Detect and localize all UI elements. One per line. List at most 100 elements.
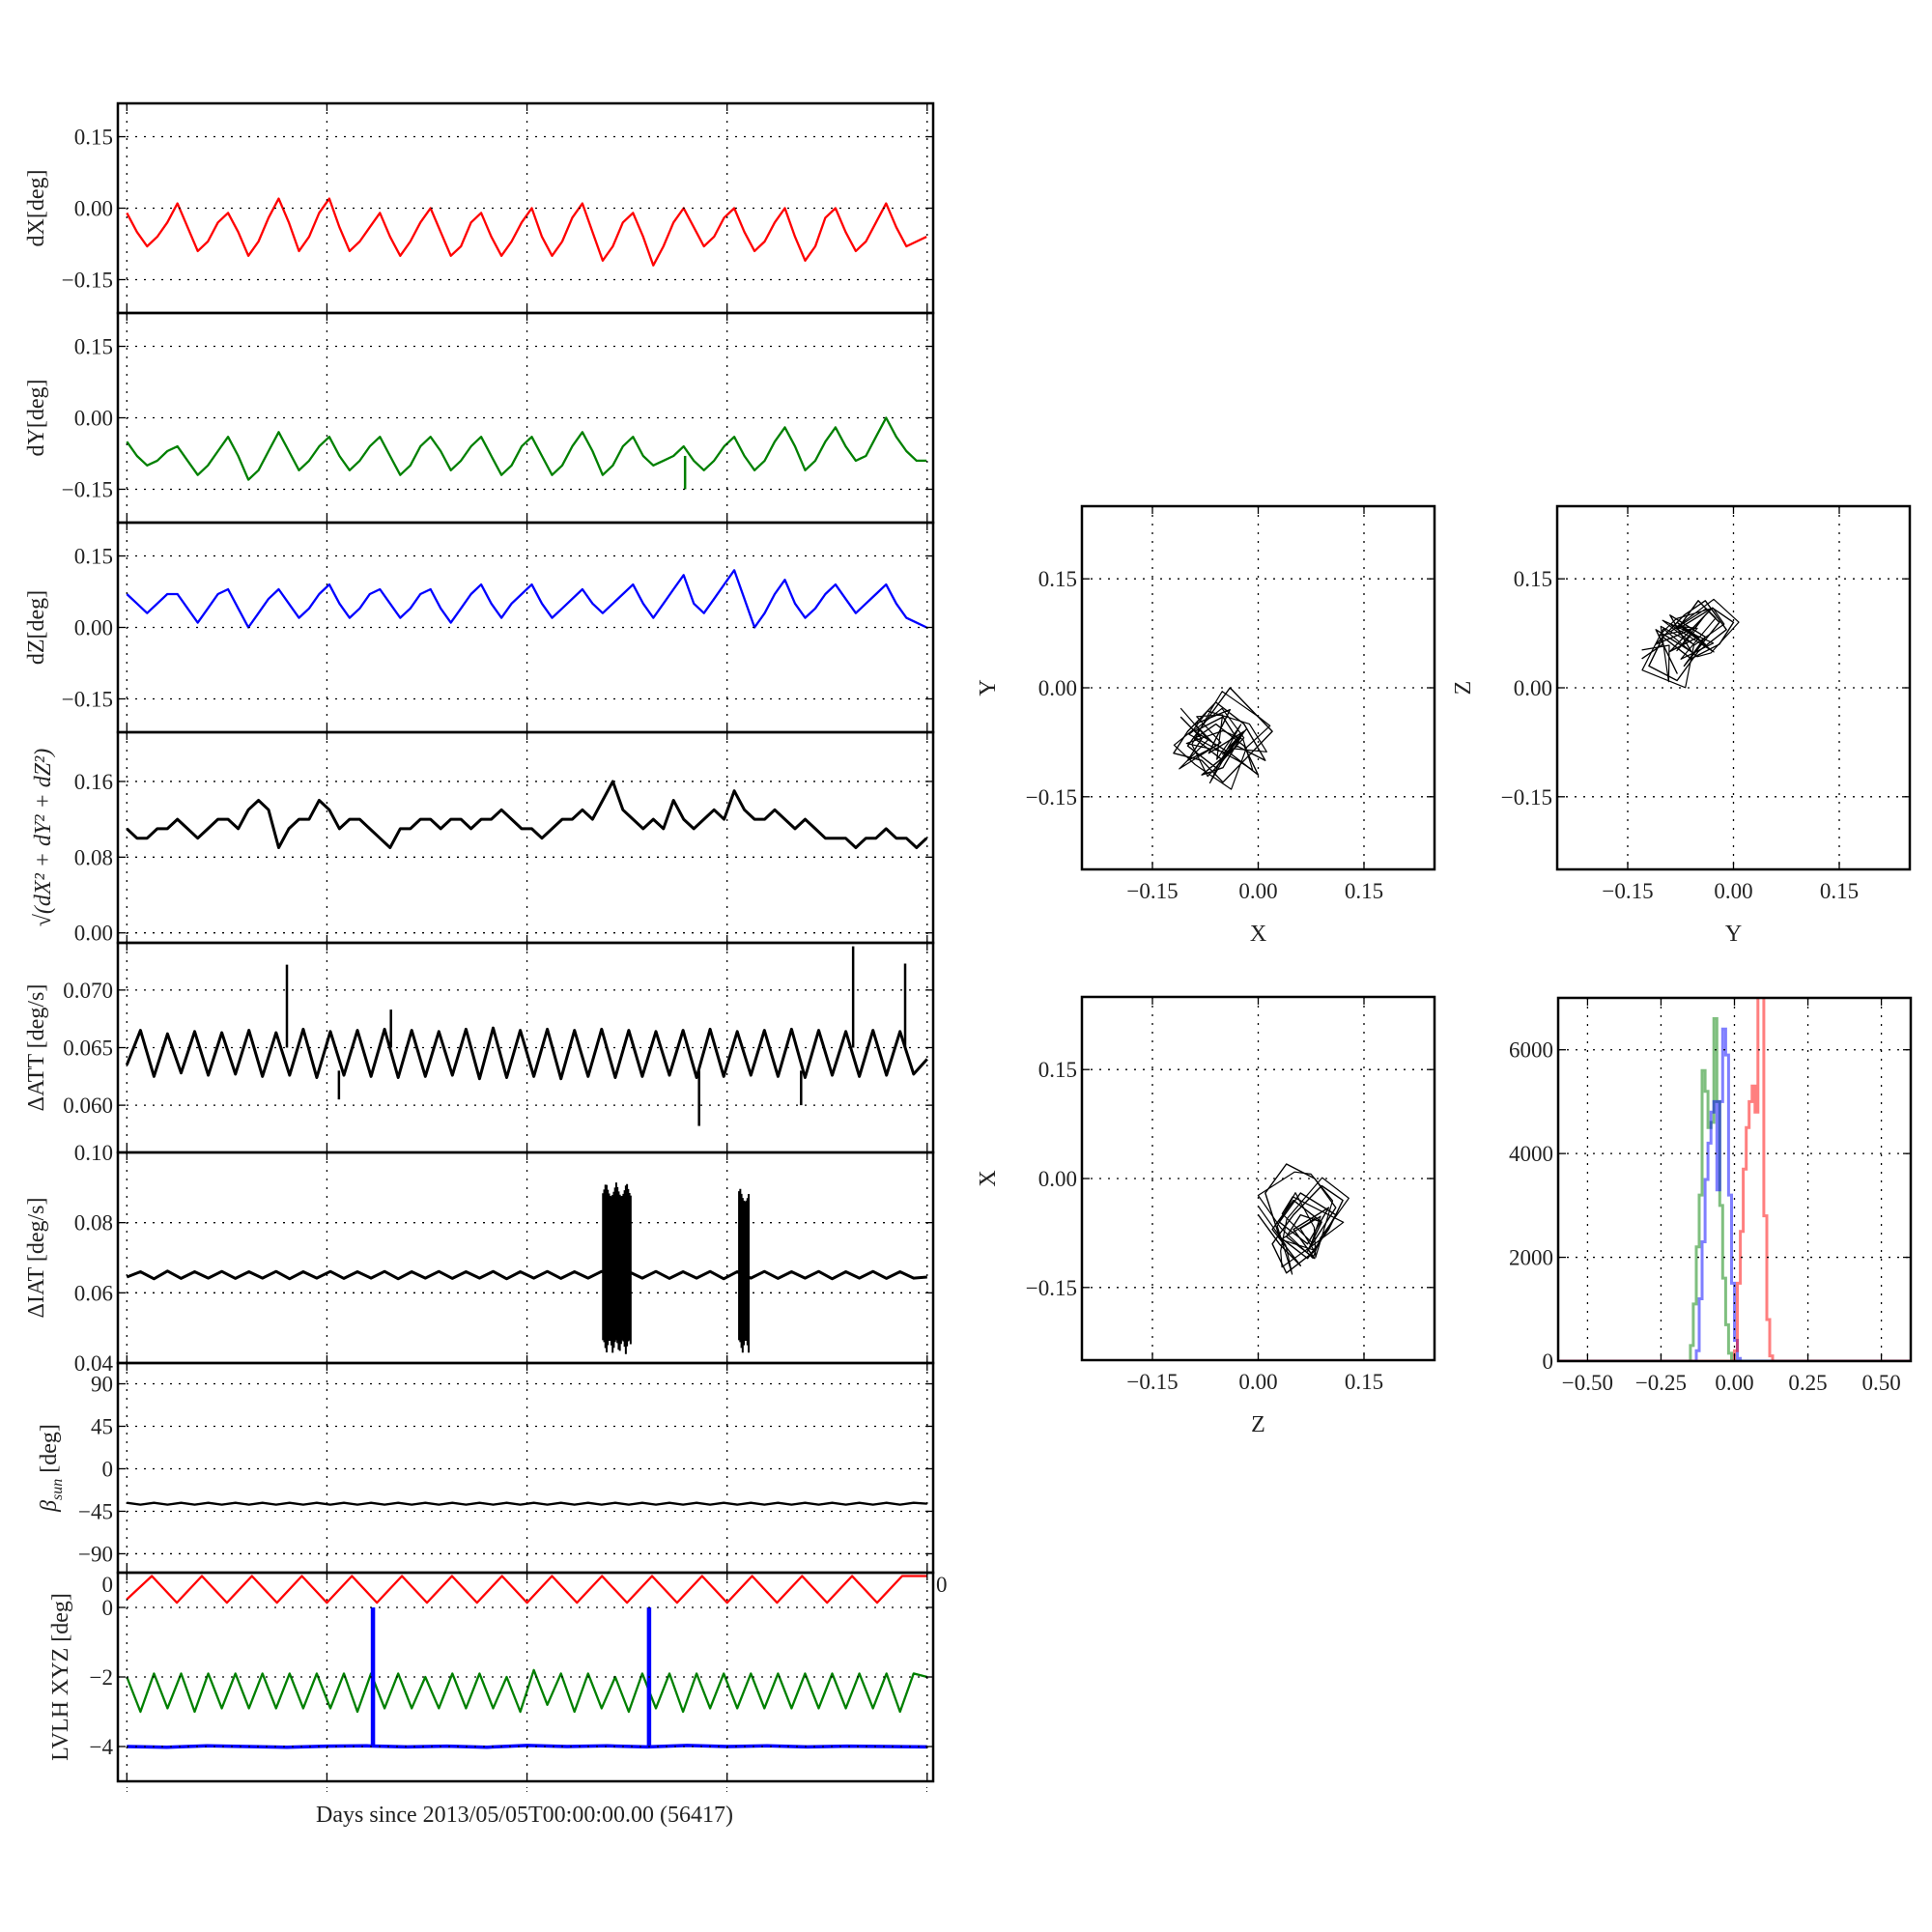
- trajectory-line: [1257, 1163, 1344, 1274]
- y-axis-label: dY[deg]: [24, 380, 49, 457]
- zx-scatter-plot-area: [1257, 1163, 1350, 1275]
- y-tick-label: 0.15: [1038, 1058, 1077, 1082]
- histogram-plot-area: [1558, 998, 1911, 1361]
- y-tick-label: −0.15: [1026, 1276, 1077, 1300]
- axes-frame: [1556, 996, 1913, 1363]
- y-tick-label: 0: [1543, 1350, 1554, 1374]
- y-tick-label: 0.00: [74, 407, 113, 431]
- y-axis-label: LVLH XYZ [deg]: [48, 1593, 73, 1761]
- dz-plot-area: [126, 569, 927, 629]
- x-tick-label: 0.00: [1714, 879, 1752, 903]
- y-tick-label: 0.15: [1514, 567, 1552, 591]
- x-tick-label: 0.50: [1861, 1371, 1900, 1395]
- x-tick-label: 0.15: [1345, 1370, 1383, 1394]
- yz-scatter-plot-area: [1641, 598, 1740, 689]
- x-tick-label: 0.00: [1238, 879, 1277, 903]
- y-tick-label: 0.060: [63, 1094, 113, 1118]
- y-axis-label: ΔIAT [deg/s]: [24, 1198, 49, 1319]
- norm-axes: 0.16 0.08 0.00 √(dX² + dY² + dZ²): [31, 730, 935, 946]
- x-axis-label: X: [1250, 922, 1266, 947]
- iat-plot-area: [126, 1182, 927, 1354]
- axes-frame: [116, 1151, 935, 1365]
- y-tick-label: 0: [102, 1596, 114, 1620]
- beta-axes: 90 45 0 −45 −90 βsun [deg]: [37, 1361, 935, 1575]
- y-tick-label: 0.15: [1038, 567, 1077, 591]
- y-tick-label: 0.00: [74, 616, 113, 640]
- x-tick-label: −0.50: [1562, 1371, 1613, 1395]
- histogram-red-step: [1558, 998, 1911, 1361]
- y-axis-label: ΔATT [deg/s]: [24, 984, 49, 1112]
- y-tick-label: 0.15: [74, 545, 113, 569]
- dx-plot-area: [126, 197, 927, 267]
- y-tick-label: 45: [91, 1414, 113, 1438]
- axes-frame: [116, 730, 935, 945]
- y-tick-label: −90: [78, 1542, 113, 1566]
- x-axis-label: Z: [1251, 1412, 1265, 1437]
- y-tick-label: 0.065: [63, 1037, 113, 1061]
- x-tick-label: 0.25: [1788, 1371, 1827, 1395]
- axes-frame: [116, 1361, 935, 1575]
- y-tick-label: 0.00: [74, 922, 113, 946]
- y-axis-label-part: sun: [49, 1479, 66, 1500]
- axes-frame: [1555, 504, 1912, 871]
- series-z-line: [127, 1744, 927, 1749]
- series-dx-line: [126, 197, 927, 267]
- y-axis-label: √(dX² + dY² + dZ²): [31, 749, 56, 927]
- twin-y-tick-label-right: 0: [936, 1573, 948, 1597]
- x-tick-label: 0.00: [1238, 1370, 1277, 1394]
- y-tick-label: −0.15: [1026, 785, 1077, 810]
- y-axis-label: X: [976, 1170, 1001, 1186]
- y-tick-label: 90: [91, 1373, 113, 1397]
- axes-frame: [1080, 504, 1436, 871]
- dy-axes: 0.15 0.00 −0.15 dY[deg]: [24, 311, 935, 525]
- zx-scatter-axes: −0.15 0.00 0.15 −0.15 0.00 0.15 Z X: [976, 995, 1436, 1437]
- lvlh-plot-area: [126, 1575, 928, 1749]
- y-tick-label: 0.070: [63, 979, 113, 1003]
- y-tick-label: −2: [90, 1665, 113, 1690]
- x-tick-label: 0.00: [1715, 1371, 1753, 1395]
- y-tick-label: 0.08: [74, 845, 113, 869]
- y-tick-label: 0.06: [74, 1281, 113, 1305]
- trajectory-line: [1173, 687, 1273, 783]
- series-datt-line: [125, 1026, 928, 1081]
- y-tick-label: 6000: [1509, 1038, 1553, 1063]
- y-tick-label: 0.00: [1038, 1167, 1077, 1191]
- y-tick-label: −0.15: [62, 687, 113, 711]
- y-axis-label: Z: [1451, 681, 1476, 696]
- x-tick-label: 0.15: [1820, 879, 1859, 903]
- xy-scatter-axes: −0.15 0.00 0.15 −0.15 0.00 0.15 X Y: [976, 504, 1436, 947]
- y-tick-label: −4: [90, 1735, 114, 1759]
- iat-axes: 0.10 0.08 0.06 0.04 ΔIAT [deg/s]: [24, 1141, 935, 1376]
- y-tick-label: 0.00: [1038, 676, 1077, 700]
- trajectory-line: [1641, 598, 1740, 689]
- histogram-axes: −0.50 −0.25 0.00 0.25 0.50 0 2000 4000 6000: [1509, 996, 1913, 1395]
- x-tick-label: −0.15: [1126, 1370, 1178, 1394]
- series-dz-line: [126, 569, 927, 629]
- trajectory-line: [1173, 691, 1271, 790]
- att-axes: 0.070 0.065 0.060 ΔATT [deg/s]: [24, 941, 935, 1154]
- y-tick-label: 0: [102, 1457, 114, 1481]
- y-tick-label: 0.10: [74, 1141, 113, 1165]
- y-tick-label: 0.00: [1514, 676, 1552, 700]
- dy-plot-area: [126, 416, 927, 490]
- y-axis-label-part: [deg]: [37, 1424, 62, 1479]
- y-tick-label: −45: [78, 1499, 113, 1523]
- y-tick-label: 0.08: [74, 1211, 113, 1236]
- y-tick-label: −0.15: [1501, 785, 1552, 810]
- y-tick-label: 4000: [1509, 1142, 1553, 1166]
- trajectory-line: [1257, 1171, 1350, 1275]
- axes-frame: [116, 1571, 935, 1783]
- x-tick-label: −0.15: [1126, 879, 1178, 903]
- y-tick-label: 0.15: [74, 126, 113, 150]
- yz-scatter-axes: −0.15 0.00 0.15 −0.15 0.00 0.15 Y Z: [1451, 504, 1912, 947]
- y-axis-label: dX[deg]: [24, 170, 49, 247]
- y-tick-label: −0.15: [62, 268, 113, 292]
- x-tick-label: −0.25: [1635, 1371, 1687, 1395]
- y-tick-label: −0.15: [62, 477, 113, 501]
- series-dy-line: [126, 416, 927, 481]
- x-tick-label: 0.15: [1345, 879, 1383, 903]
- y-axis-label-part: β: [37, 1500, 62, 1513]
- y-axis-label: βsun [deg]: [37, 1424, 66, 1513]
